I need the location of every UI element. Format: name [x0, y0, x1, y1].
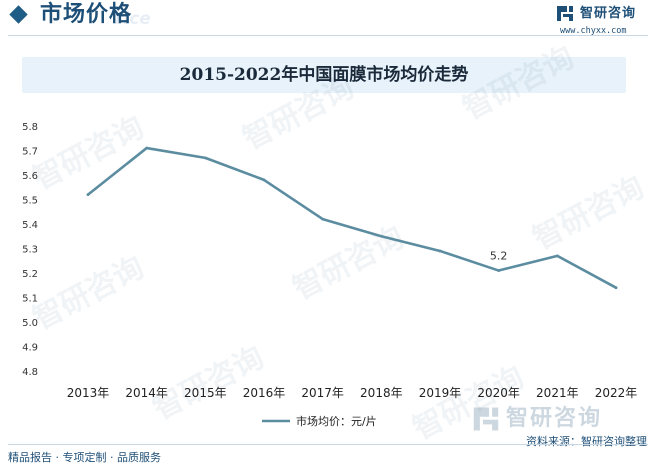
y-tick-label: 5.0 — [22, 318, 38, 329]
data-label: 5.2 — [490, 250, 508, 263]
y-tick-label: 5.7 — [22, 147, 38, 158]
x-tick-label: 2019年 — [419, 386, 462, 400]
footer-brand-watermark: 智研咨询 — [472, 404, 642, 434]
watermark-text: 智研咨询 — [527, 170, 649, 257]
data-point — [203, 156, 207, 160]
y-tick-label: 5.3 — [22, 245, 38, 256]
legend: 市场均价：元/片 — [262, 414, 377, 428]
data-point — [614, 286, 618, 290]
data-point — [145, 146, 149, 150]
x-tick-label: 2017年 — [301, 386, 344, 400]
header-divider — [8, 35, 648, 36]
y-tick-label: 5.8 — [22, 122, 38, 133]
footer-divider — [8, 444, 648, 445]
site-url: www.chyxx.com — [560, 26, 627, 36]
chart-title: 2015-2022年中国面膜市场均价走势 — [179, 65, 469, 85]
y-tick-label: 5.4 — [22, 220, 38, 231]
y-tick-label: 5.2 — [22, 269, 38, 280]
x-tick-label: 2022年 — [595, 386, 638, 400]
header-ghost-text: rice — [115, 9, 151, 29]
page-title: 市场价格 — [40, 2, 133, 27]
y-tick-label: 5.5 — [22, 196, 38, 207]
data-point — [497, 269, 501, 272]
series-layer: 5.2 — [86, 146, 618, 290]
page-header: rice 市场价格 — [0, 0, 655, 40]
x-tick-label: 2018年 — [360, 386, 403, 400]
watermark-text: 智研咨询 — [237, 70, 359, 157]
footer-brand-text: 智研咨询 — [506, 406, 603, 431]
x-tick-label: 2020年 — [477, 386, 520, 400]
data-point — [555, 254, 559, 258]
zhiyan-logo-icon — [473, 407, 499, 431]
y-tick-label: 5.6 — [22, 171, 38, 182]
y-axis: 4.8 4.9 5.0 5.1 5.2 5.3 5.4 5.5 5.6 5.7 5.8 — [22, 122, 38, 378]
zhiyan-logo-icon — [557, 6, 573, 21]
data-point — [379, 234, 383, 238]
legend-label: 市场均价：元/片 — [296, 414, 377, 428]
watermark-text: 智研咨询 — [147, 340, 269, 427]
data-point — [438, 249, 442, 253]
data-point — [86, 193, 90, 197]
y-tick-label: 4.9 — [22, 343, 38, 354]
source-note: 资料来源：智研咨询整理 — [526, 435, 647, 448]
y-tick-label: 4.8 — [22, 367, 38, 378]
watermark-text: 智研咨询 — [27, 110, 149, 197]
footer-slogan: 精品报告 · 专项定制 · 品质服务 — [8, 451, 161, 464]
watermark-text: 智研咨询 — [287, 220, 409, 307]
y-tick-label: 5.1 — [22, 294, 38, 305]
watermark-text: 智研咨询 — [27, 250, 149, 337]
x-tick-label: 2015年 — [184, 386, 227, 400]
chart-title-bar: 2015-2022年中国面膜市场均价走势 — [22, 57, 626, 93]
series-line — [86, 146, 618, 290]
x-tick-label: 2021年 — [536, 386, 579, 400]
x-tick-label: 2013年 — [67, 386, 110, 400]
x-tick-label: 2016年 — [243, 386, 286, 400]
data-point — [321, 217, 325, 221]
x-tick-label: 2014年 — [125, 386, 168, 400]
watermark-text: 智研咨询 — [457, 40, 579, 127]
data-point — [262, 178, 266, 182]
x-axis: 2013年 2014年 2015年 2016年 2017年 2018年 2019年 2020年… — [67, 386, 638, 400]
logo-text: 智研咨询 — [580, 6, 637, 21]
